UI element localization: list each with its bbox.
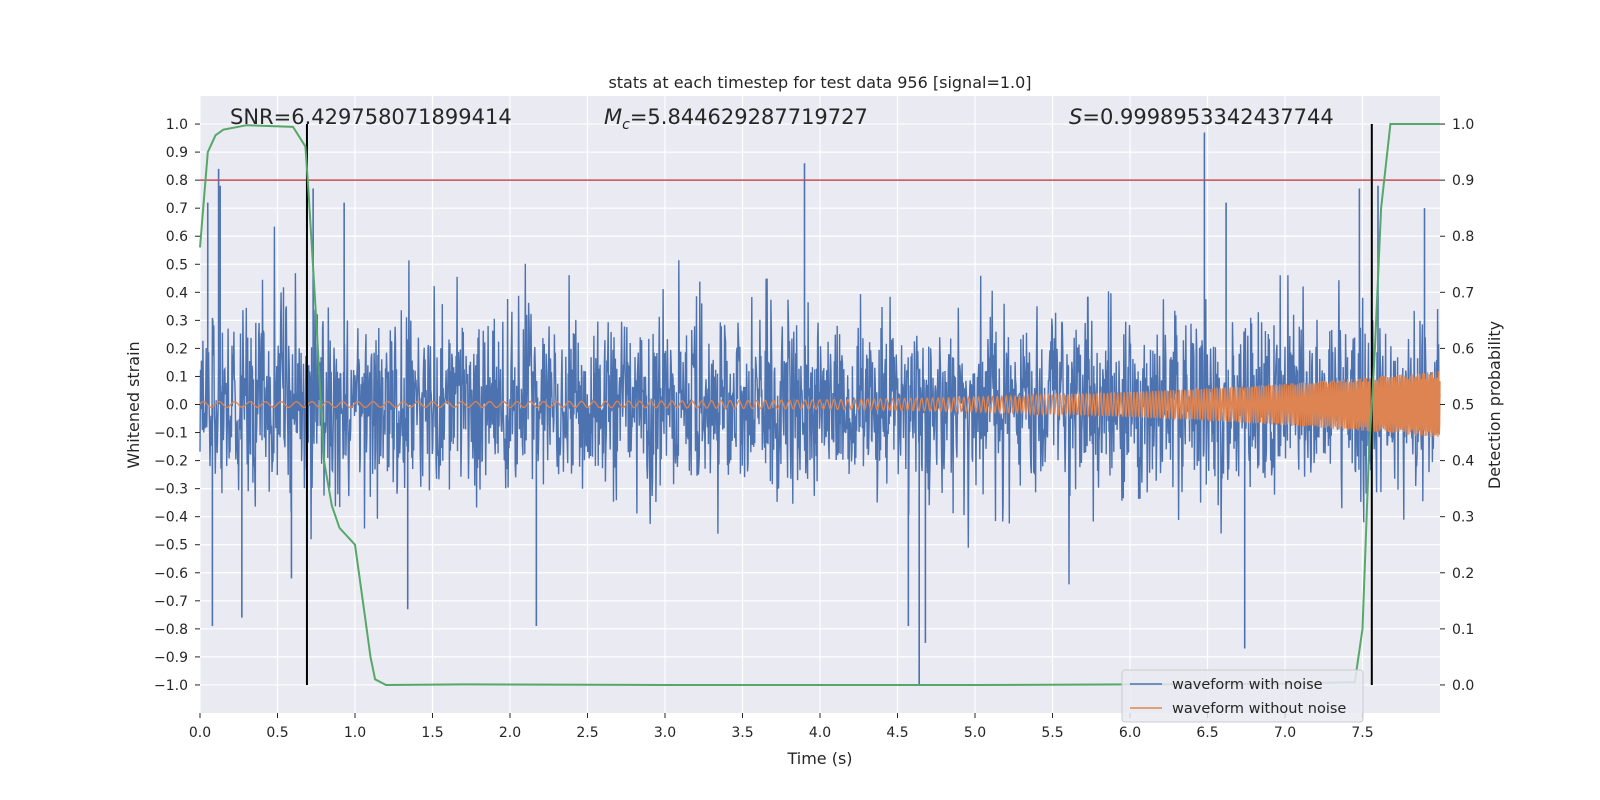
y2-tick-label: 0.2 bbox=[1452, 566, 1474, 582]
series-waveform-without-noise bbox=[199, 371, 1441, 438]
x-tick-label: 4.0 bbox=[809, 725, 831, 741]
legend-frame bbox=[1121, 669, 1364, 723]
legend: waveform with noise waveform without noi… bbox=[1121, 669, 1364, 723]
y-tick-label: 0.5 bbox=[166, 257, 188, 273]
chart-title: stats at each timestep for test data 956… bbox=[608, 73, 1031, 92]
y-tick-label: −0.3 bbox=[154, 482, 188, 498]
chirp-mass-annotation: Mc=5.844629287719727 bbox=[604, 105, 868, 133]
y-tick-label: 0.7 bbox=[166, 201, 188, 217]
y2-tick-label: 0.7 bbox=[1452, 285, 1474, 301]
chirp-trace bbox=[199, 371, 1441, 438]
x-tick-label: 5.0 bbox=[964, 725, 986, 741]
snr-annotation: SNR=6.429758071899414 bbox=[230, 105, 512, 129]
y2-tick-label: 0.3 bbox=[1452, 510, 1474, 526]
x-tick-label: 0.5 bbox=[266, 725, 288, 741]
s-value: =0.9998953342437744 bbox=[1082, 105, 1333, 129]
legend-label-clean: waveform without noise bbox=[1172, 701, 1346, 717]
x-tick-label: 0.0 bbox=[189, 725, 211, 741]
y2-tick-label: 0.1 bbox=[1452, 622, 1474, 638]
legend-label-noise: waveform with noise bbox=[1172, 677, 1323, 693]
y-tick-label: −0.7 bbox=[154, 594, 188, 610]
chirp-mass-symbol: M bbox=[604, 105, 622, 129]
x-tick-label: 4.5 bbox=[886, 725, 908, 741]
y2-tick-label: 0.5 bbox=[1452, 398, 1474, 414]
y-tick-label: −0.4 bbox=[154, 510, 188, 526]
s-annotation: S=0.9998953342437744 bbox=[1069, 105, 1334, 129]
y2-tick-label: 1.0 bbox=[1452, 117, 1474, 133]
y-tick-label: −0.5 bbox=[154, 538, 188, 554]
series-detection-probability bbox=[199, 123, 1440, 687]
x-axis-label: Time (s) bbox=[786, 749, 852, 768]
x-tick-label: 6.0 bbox=[1119, 725, 1141, 741]
y2-tick-label: 0.4 bbox=[1452, 454, 1474, 470]
y-tick-label: 0.1 bbox=[166, 369, 188, 385]
y-axis-ticks: 1.0 0.9 0.8 0.7 0.6 0.5 0.4 0.3 0.2 0.1 0.0 −0.1 −0.… bbox=[154, 117, 200, 694]
chirp-mass-subscript: c bbox=[622, 117, 630, 133]
x-tick-label: 1.5 bbox=[421, 725, 443, 741]
y2-tick-label: 0.6 bbox=[1452, 341, 1474, 357]
y-tick-label: −1.0 bbox=[154, 678, 188, 694]
x-tick-label: 7.5 bbox=[1351, 725, 1373, 741]
x-tick-label: 6.5 bbox=[1196, 725, 1218, 741]
y-tick-label: 0.9 bbox=[166, 145, 188, 161]
noise-trace bbox=[199, 226, 1441, 585]
x-tick-label: 3.0 bbox=[654, 725, 676, 741]
y2-tick-label: 0.9 bbox=[1452, 173, 1474, 189]
y-tick-label: 0.8 bbox=[166, 173, 188, 189]
y-tick-label: −0.8 bbox=[154, 622, 188, 638]
x-tick-label: 5.5 bbox=[1041, 725, 1063, 741]
y-tick-label: −0.6 bbox=[154, 566, 188, 582]
probability-trace bbox=[199, 123, 1440, 687]
y-tick-label: 0.0 bbox=[166, 398, 188, 414]
x-axis-ticks: 0.0 0.5 1.0 1.5 2.0 2.5 3.0 3.5 4.0 4.5 5.0 5.5 6.0 6… bbox=[189, 713, 1374, 741]
x-tick-label: 1.0 bbox=[344, 725, 366, 741]
y-tick-label: 0.3 bbox=[166, 313, 188, 329]
y-tick-label: 1.0 bbox=[166, 117, 188, 133]
y-tick-label: −0.2 bbox=[154, 454, 188, 470]
x-tick-label: 7.0 bbox=[1274, 725, 1296, 741]
x-tick-label: 2.0 bbox=[499, 725, 521, 741]
y-tick-label: −0.9 bbox=[154, 650, 188, 666]
y2-axis-label: Detection probability bbox=[1485, 321, 1504, 489]
y-tick-label: 0.4 bbox=[166, 285, 188, 301]
y-tick-label: 0.6 bbox=[166, 229, 188, 245]
x-tick-label: 2.5 bbox=[576, 725, 598, 741]
series-waveform-with-noise bbox=[199, 132, 1441, 685]
y-tick-label: 0.2 bbox=[166, 341, 188, 357]
s-symbol: S bbox=[1069, 105, 1082, 129]
y2-tick-label: 0.0 bbox=[1452, 678, 1474, 694]
y2-tick-label: 0.8 bbox=[1452, 229, 1474, 245]
chirp-mass-value: =5.844629287719727 bbox=[630, 105, 868, 129]
y-tick-label: −0.1 bbox=[154, 426, 188, 442]
y2-axis-ticks: 1.0 0.9 0.8 0.7 0.6 0.5 0.4 0.3 0.2 0.1 0.0 bbox=[1440, 117, 1474, 694]
y-axis-label: Whitened strain bbox=[124, 341, 143, 468]
x-tick-label: 3.5 bbox=[731, 725, 753, 741]
